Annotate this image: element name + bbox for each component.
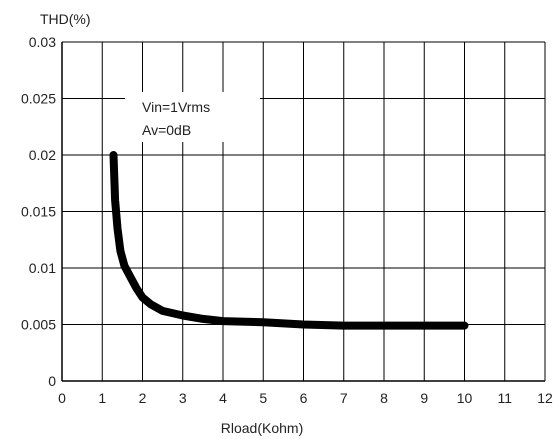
x-tick-label-6: 6 [300,390,308,406]
y-tick-label-1: 0.005 [21,317,56,333]
x-tick-label-4: 4 [219,390,227,406]
y-tick-label-0: 0 [48,373,56,389]
x-axis-title: Rload(Kohm) [221,420,303,436]
x-tick-label-9: 9 [420,390,428,406]
y-tick-label-3: 0.015 [21,204,56,220]
x-tick-label-5: 5 [259,390,267,406]
x-tick-label-7: 7 [340,390,348,406]
series [109,151,469,330]
x-tick-label-3: 3 [179,390,187,406]
tick-labels: 0 1 2 3 4 5 6 7 8 9 10 11 1200.0050.010.0150.020.025… [21,34,553,406]
x-tick-label-2: 2 [139,390,147,406]
y-tick-label-4: 0.02 [29,147,56,163]
x-tick-label-0: 0 [58,390,66,406]
x-tick-label-12: 12 [537,390,553,406]
annotation-av: Av=0dB [142,122,191,138]
x-tick-label-8: 8 [380,390,388,406]
y-axis-title: THD(%) [40,11,91,27]
y-tick-label-6: 0.03 [29,34,56,50]
y-tick-label-5: 0.025 [21,91,56,107]
series-line-0 [109,151,469,330]
axes [61,42,545,382]
y-tick-label-2: 0.01 [29,260,56,276]
annotation-box: Vin=1Vrms Av=0dB [125,92,260,142]
annotation-vin: Vin=1Vrms [142,99,210,115]
x-tick-label-10: 10 [457,390,473,406]
annotation-background [125,92,260,142]
x-tick-label-11: 11 [497,390,512,406]
x-tick-label-1: 1 [98,390,106,406]
